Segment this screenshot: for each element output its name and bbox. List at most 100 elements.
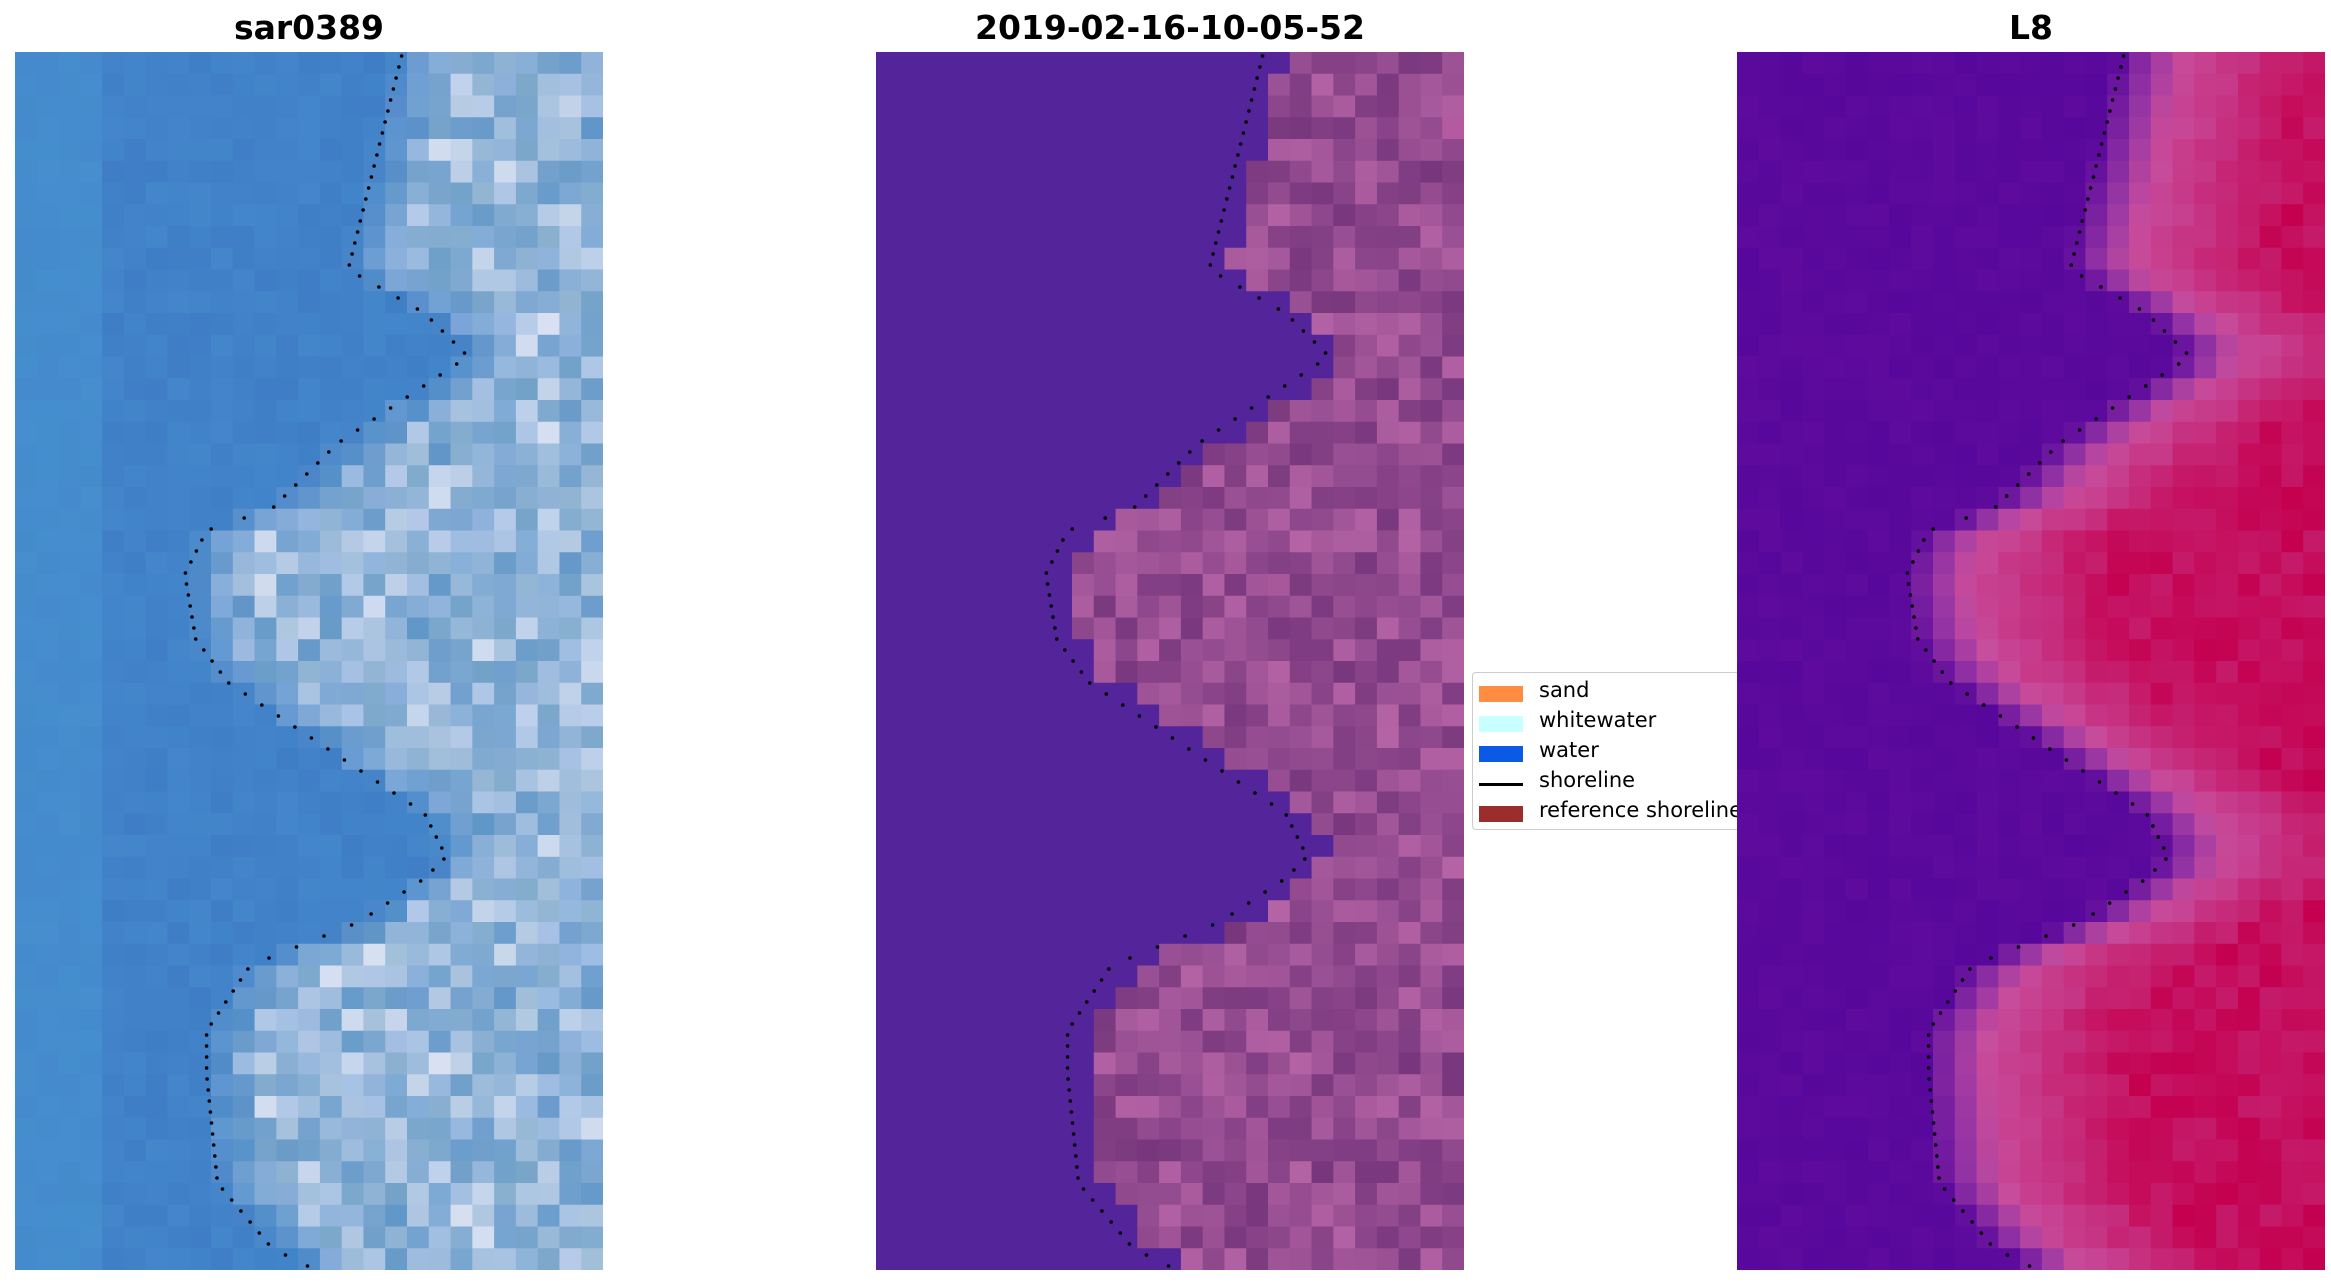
- image-pixel: [2172, 73, 2195, 97]
- image-pixel: [1006, 1096, 1030, 1119]
- image-pixel: [123, 95, 147, 118]
- image-pixel: [428, 856, 452, 880]
- image-pixel: [102, 1204, 125, 1228]
- image-pixel: [1028, 443, 1051, 466]
- shoreline-dot: [1932, 1132, 1937, 1136]
- image-pixel: [298, 987, 321, 1010]
- image-pixel: [123, 291, 147, 314]
- image-pixel: [276, 378, 299, 401]
- image-pixel: [298, 530, 321, 553]
- shoreline-dot: [1216, 230, 1221, 234]
- image-pixel: [276, 1030, 299, 1054]
- image-pixel: [515, 204, 539, 227]
- image-pixel: [876, 769, 899, 793]
- image-pixel: [2194, 1161, 2217, 1184]
- shoreline-dot: [1210, 923, 1215, 927]
- image-pixel: [472, 1052, 495, 1075]
- image-pixel: [385, 117, 408, 140]
- image-pixel: [984, 226, 1008, 249]
- image-pixel: [1159, 226, 1182, 249]
- image-pixel: [211, 356, 234, 379]
- image-pixel: [2107, 856, 2130, 880]
- image-pixel: [1093, 487, 1117, 510]
- shoreline-dot: [227, 681, 231, 685]
- image-pixel: [1889, 617, 1912, 640]
- image-pixel: [298, 313, 321, 336]
- image-pixel: [102, 943, 125, 967]
- image-pixel: [2303, 574, 2325, 597]
- image-pixel: [1845, 791, 1869, 814]
- shoreline-dot: [399, 54, 404, 58]
- image-pixel: [2237, 226, 2261, 249]
- image-pixel: [1180, 1009, 1204, 1032]
- image-pixel: [1845, 291, 1869, 314]
- image-pixel: [450, 574, 473, 597]
- image-pixel: [2281, 900, 2304, 923]
- shoreline-dot: [1074, 1154, 1078, 1158]
- image-pixel: [1115, 1204, 1138, 1228]
- image-pixel: [123, 378, 147, 401]
- image-pixel: [1137, 465, 1160, 488]
- image-pixel: [58, 247, 81, 271]
- image-pixel: [2259, 443, 2283, 466]
- shoreline-dot: [1315, 362, 1320, 366]
- image-pixel: [1737, 791, 1760, 814]
- image-pixel: [1355, 1139, 1378, 1162]
- image-pixel: [1311, 1009, 1334, 1032]
- image-pixel: [2107, 73, 2130, 97]
- image-pixel: [450, 487, 473, 510]
- image-pixel: [1006, 269, 1030, 292]
- shoreline-dot: [380, 131, 385, 135]
- image-pixel: [1442, 247, 1464, 271]
- image-pixel: [407, 52, 430, 75]
- shoreline-dot: [1936, 1165, 1940, 1169]
- image-pixel: [1115, 356, 1138, 379]
- image-pixel: [2150, 574, 2174, 597]
- image-pixel: [559, 204, 582, 227]
- image-pixel: [36, 878, 60, 901]
- image-pixel: [1006, 661, 1030, 684]
- image-pixel: [1976, 1009, 1999, 1032]
- image-pixel: [472, 617, 495, 640]
- image-pixel: [963, 552, 986, 575]
- image-pixel: [1376, 182, 1400, 205]
- image-pixel: [2063, 943, 2087, 967]
- shoreline-dot: [309, 736, 314, 740]
- image-pixel: [1442, 943, 1464, 967]
- image-pixel: [581, 1226, 603, 1249]
- image-pixel: [1420, 574, 1443, 597]
- image-pixel: [15, 1074, 38, 1097]
- image-pixel: [1976, 856, 1999, 880]
- image-pixel: [2216, 595, 2239, 619]
- image-pixel: [1355, 1204, 1378, 1228]
- image-pixel: [1780, 1226, 1803, 1249]
- image-pixel: [2259, 661, 2283, 684]
- image-pixel: [1824, 726, 1847, 749]
- image-pixel: [1737, 878, 1760, 901]
- image-pixel: [1202, 117, 1226, 140]
- image-pixel: [1006, 1204, 1030, 1228]
- image-pixel: [1780, 291, 1803, 314]
- image-pixel: [1289, 1248, 1313, 1270]
- image-pixel: [2063, 1009, 2087, 1032]
- image-pixel: [450, 704, 473, 727]
- image-pixel: [2237, 1248, 2261, 1270]
- image-pixel: [1115, 291, 1138, 314]
- image-pixel: [1006, 1139, 1030, 1162]
- image-pixel: [1889, 52, 1912, 75]
- image-pixel: [1998, 574, 2021, 597]
- image-pixel: [1115, 1096, 1138, 1119]
- image-pixel: [1028, 247, 1051, 271]
- image-pixel: [298, 1248, 321, 1270]
- image-pixel: [1398, 1248, 1422, 1270]
- image-pixel: [1137, 443, 1160, 466]
- image-pixel: [428, 204, 452, 227]
- image-pixel: [319, 661, 343, 684]
- shoreline-dots: [1905, 54, 2189, 1268]
- image-pixel: [1268, 661, 1291, 684]
- image-pixel: [298, 900, 321, 923]
- image-pixel: [1006, 813, 1030, 836]
- image-pixel: [1050, 139, 1073, 162]
- image-pixel: [102, 182, 125, 205]
- image-pixel: [2150, 682, 2174, 706]
